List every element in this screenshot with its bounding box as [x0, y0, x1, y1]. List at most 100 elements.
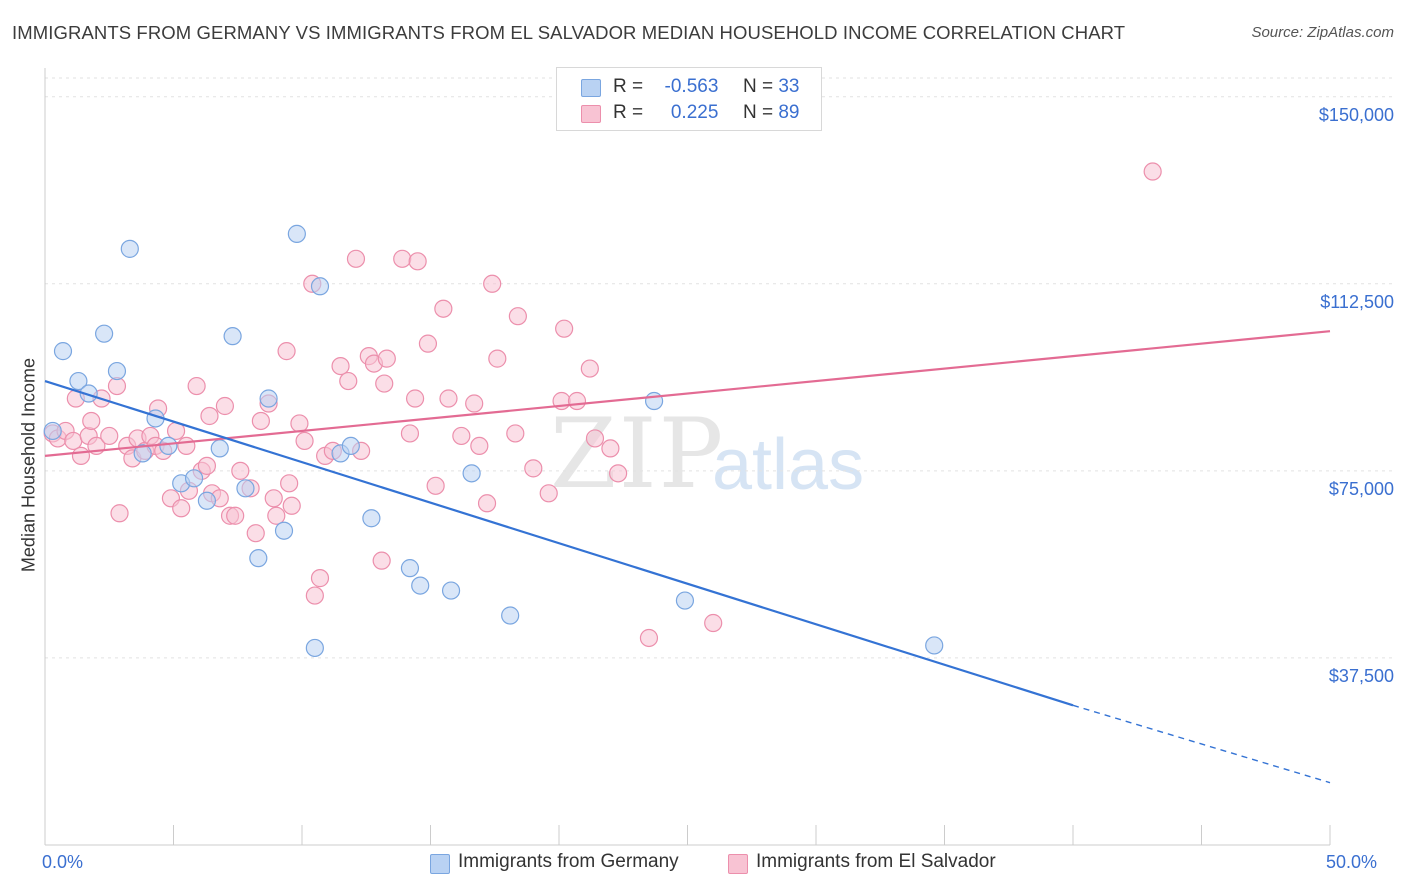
point-el-salvador: [197, 456, 217, 475]
watermark-zip: ZIP: [550, 398, 726, 510]
point-el-salvador: [187, 376, 206, 396]
point-el-salvador: [393, 249, 412, 268]
point-germany: [274, 521, 294, 540]
point-germany: [79, 384, 98, 403]
point-el-salvador: [539, 484, 558, 503]
r-label: R =: [613, 76, 644, 97]
point-el-salvador: [601, 439, 620, 458]
points-germany: [43, 224, 944, 658]
correlation-legend: R = -0.563 N = 33 R = 0.225 N = 89: [556, 67, 822, 131]
point-germany: [341, 436, 360, 456]
point-el-salvador: [372, 551, 391, 570]
point-el-salvador: [280, 474, 299, 493]
point-el-salvador: [508, 307, 527, 326]
point-el-salvador: [282, 496, 301, 515]
point-germany: [925, 636, 944, 655]
point-el-salvador: [506, 424, 525, 443]
point-germany: [441, 581, 461, 600]
point-el-salvador: [377, 349, 396, 368]
point-germany: [53, 342, 73, 361]
point-el-salvador: [251, 411, 270, 431]
point-el-salvador: [405, 389, 425, 408]
y-tick-label: $37,500: [1328, 665, 1394, 686]
point-el-salvador: [290, 414, 309, 433]
point-germany: [249, 549, 268, 568]
point-el-salvador: [64, 431, 83, 451]
point-el-salvador: [200, 406, 219, 426]
trend-line-germany-extrapolated: [1072, 704, 1331, 784]
point-el-salvador: [310, 569, 330, 588]
n-value-germany: 33: [778, 76, 800, 97]
point-el-salvador: [639, 628, 659, 648]
point-el-salvador: [267, 506, 286, 525]
point-el-salvador: [609, 464, 628, 483]
point-el-salvador: [277, 342, 296, 361]
point-germany: [43, 421, 62, 441]
point-germany: [310, 277, 330, 296]
source-label: Source: ZipAtlas.com: [1251, 24, 1394, 41]
point-el-salvador: [226, 506, 245, 525]
points-el-salvador: [43, 162, 1162, 648]
y-tick-label: $75,000: [1328, 478, 1394, 499]
point-germany: [120, 239, 139, 258]
legend-swatch-germany: [581, 79, 601, 97]
point-germany: [411, 576, 430, 595]
point-el-salvador: [524, 459, 543, 478]
point-el-salvador: [470, 436, 489, 456]
legend-swatch-germany: [430, 854, 450, 874]
legend-swatch-el-salvador: [581, 105, 601, 123]
point-el-salvador: [465, 394, 484, 413]
point-germany: [501, 606, 520, 625]
point-germany: [210, 439, 229, 458]
legend-label-germany: Immigrants from Germany: [458, 851, 679, 872]
point-el-salvador: [488, 349, 507, 368]
point-el-salvador: [215, 396, 234, 416]
point-el-salvador: [483, 274, 502, 293]
point-germany: [223, 327, 242, 346]
x-tick-label-max: 50.0%: [1326, 852, 1378, 872]
point-el-salvador: [555, 319, 574, 338]
watermark-atlas: atlas: [712, 425, 865, 505]
legend-stats-germany: R = -0.563 N = 33: [613, 76, 799, 98]
point-el-salvador: [567, 391, 587, 411]
point-germany: [236, 479, 255, 498]
point-germany: [675, 591, 695, 610]
point-germany: [259, 389, 278, 408]
point-el-salvador: [305, 586, 324, 605]
legend-stats-el-salvador: R = 0.225 N = 89: [613, 102, 799, 124]
point-germany: [305, 638, 324, 658]
point-el-salvador: [580, 359, 599, 378]
point-germany: [69, 371, 88, 391]
axes: [44, 68, 1331, 846]
point-el-salvador: [434, 299, 453, 318]
point-el-salvador: [177, 436, 196, 456]
gridlines: [45, 77, 1395, 659]
point-el-salvador: [585, 429, 605, 448]
point-el-salvador: [408, 252, 427, 271]
point-el-salvador: [400, 424, 420, 443]
point-el-salvador: [375, 374, 394, 393]
point-el-salvador: [100, 426, 119, 446]
trend-lines: [44, 330, 1331, 784]
trend-line-germany: [44, 380, 1074, 707]
chart-title: IMMIGRANTS FROM GERMANY VS IMMIGRANTS FR…: [12, 22, 1126, 43]
point-el-salvador: [439, 389, 458, 408]
y-axis-label-container: Median Household Income: [14, 300, 44, 630]
point-el-salvador: [346, 249, 366, 268]
point-el-salvador: [339, 371, 358, 391]
point-el-salvador: [246, 524, 265, 543]
n-label: N =: [742, 76, 774, 97]
point-el-salvador: [426, 476, 445, 495]
point-germany: [287, 224, 306, 243]
point-el-salvador: [110, 504, 129, 523]
y-axis-label: Median Household Income: [18, 357, 39, 573]
point-el-salvador: [704, 613, 723, 633]
point-el-salvador: [1143, 162, 1162, 181]
y-tick-label: $150,000: [1318, 104, 1394, 125]
point-germany: [95, 324, 114, 343]
n-value-el-salvador: 89: [778, 102, 800, 123]
point-el-salvador: [231, 461, 250, 480]
point-germany: [462, 464, 481, 483]
point-germany: [107, 361, 127, 381]
